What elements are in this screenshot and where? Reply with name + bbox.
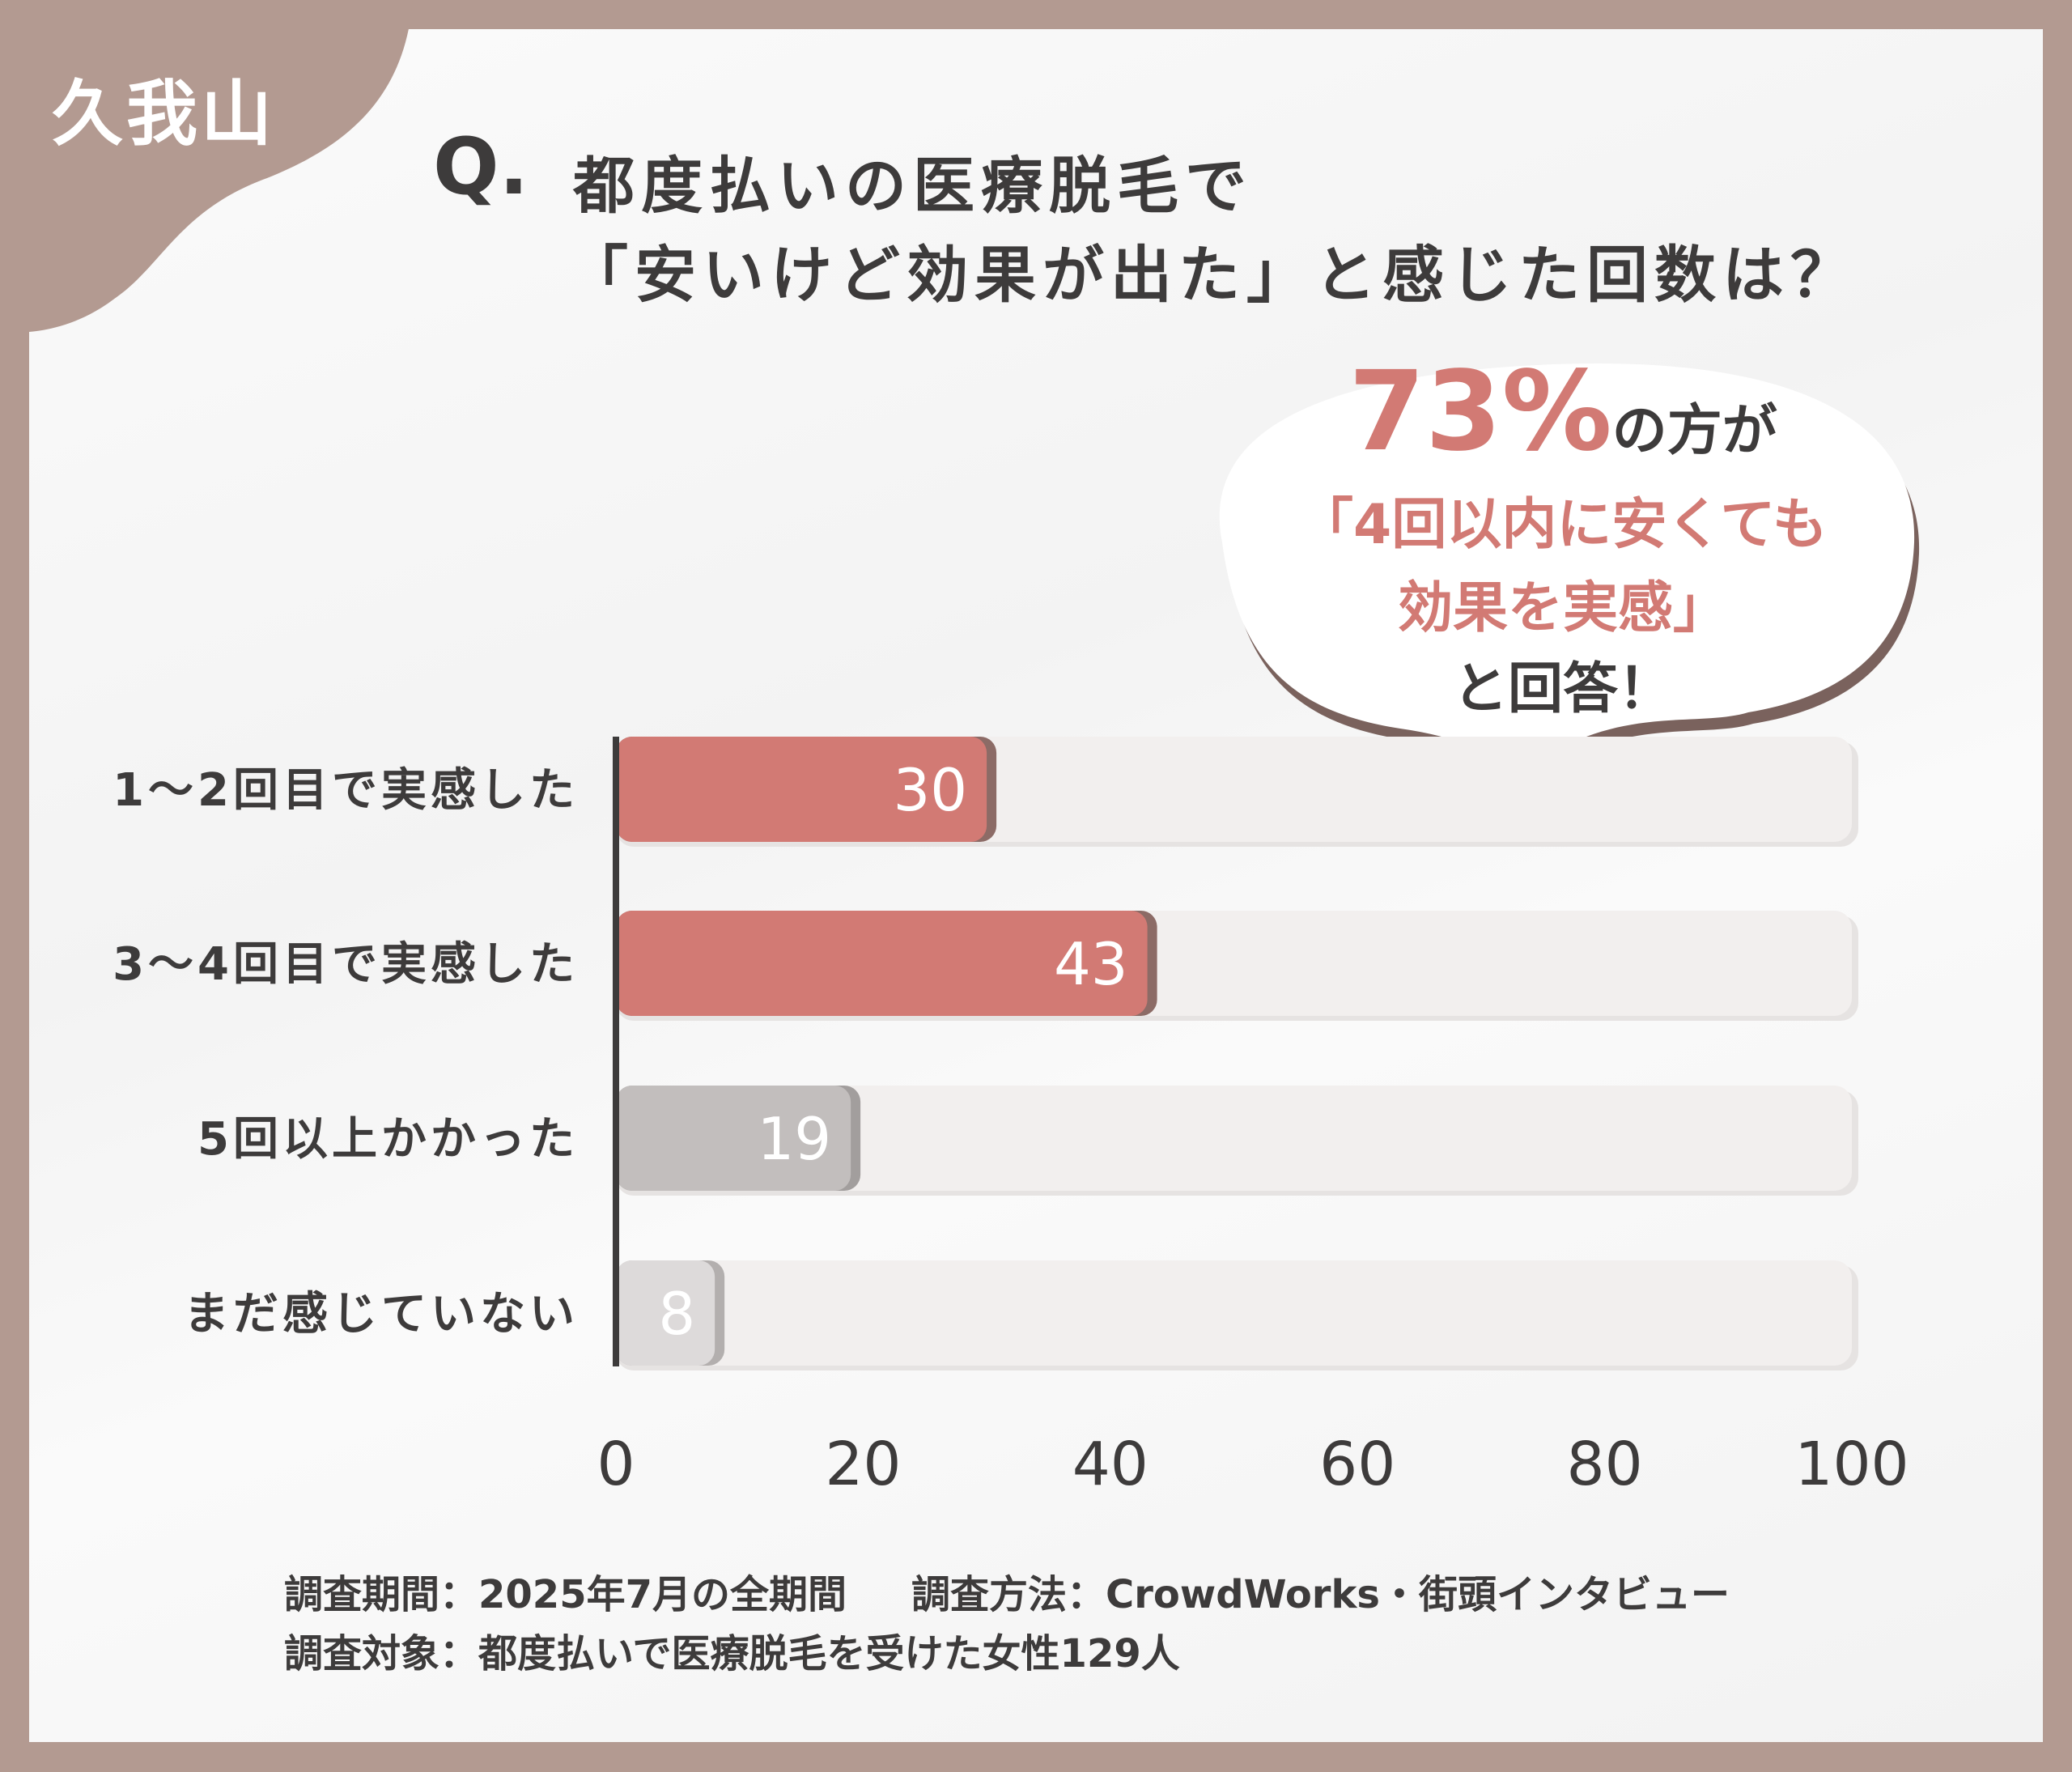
bar bbox=[616, 1260, 715, 1366]
x-tick-label: 100 bbox=[1794, 1430, 1909, 1499]
y-axis-line bbox=[613, 737, 619, 1366]
callout-suffix: の方が bbox=[1611, 399, 1777, 463]
x-tick-label: 40 bbox=[1072, 1430, 1149, 1499]
callout-line-3: 効果を実感」 bbox=[1397, 576, 1728, 640]
bar-track bbox=[616, 1260, 1852, 1366]
corner-decoration bbox=[0, 0, 413, 332]
x-tick-label: 80 bbox=[1567, 1430, 1643, 1499]
survey-method: 調査方法：CrowdWorks・街頭インタビュー bbox=[911, 1572, 1730, 1617]
brand-label: 久我山 bbox=[52, 72, 276, 155]
category-label: 3〜4回目で実感した bbox=[113, 938, 579, 991]
bar-value-label: 43 bbox=[1054, 930, 1128, 998]
bar-value-label: 30 bbox=[893, 756, 967, 824]
survey-target: 調査対象：都度払いで医療脱毛を受けた女性129人 bbox=[284, 1631, 1180, 1676]
x-tick-label: 20 bbox=[825, 1430, 901, 1499]
title-line-1: 都度払いの医療脱毛で bbox=[573, 150, 1253, 222]
x-tick-label: 0 bbox=[597, 1430, 635, 1499]
bar bbox=[616, 737, 987, 842]
callout-percent: 73% bbox=[1348, 348, 1612, 476]
callout-line-2: 「4回以内に安くても bbox=[1298, 493, 1828, 557]
question-mark-label: Q. bbox=[433, 121, 529, 212]
survey-period: 調査期間：2025年7月の全期間 bbox=[284, 1572, 847, 1617]
category-label: まだ感じていない bbox=[184, 1288, 579, 1341]
callout-headline: 73%の方が bbox=[1211, 348, 1915, 476]
x-tick-label: 60 bbox=[1319, 1430, 1395, 1499]
callout-line-4: と回答！ bbox=[1452, 657, 1673, 721]
infographic-card bbox=[29, 29, 2043, 1742]
category-label: 1〜2回目で実感した bbox=[113, 764, 579, 817]
category-label: 5回以上かかった bbox=[197, 1113, 579, 1166]
bar bbox=[616, 1086, 851, 1191]
title-line-2: 「安いけど効果が出た」と感じた回数は？ bbox=[567, 239, 1858, 311]
bar bbox=[616, 911, 1148, 1016]
bar-value-label: 19 bbox=[758, 1105, 832, 1173]
bar-track bbox=[616, 1086, 1852, 1191]
bar-value-label: 8 bbox=[658, 1280, 695, 1348]
bar-chart: 30 1〜2回目で実感した 43 3〜4回目で実感した 19 5回以上かかった 8 まだ感じて… bbox=[113, 737, 1909, 1499]
footer-line-1: 調査期間：2025年7月の全期間 調査方法：CrowdWorks・街頭インタビュー bbox=[284, 1562, 1730, 1619]
